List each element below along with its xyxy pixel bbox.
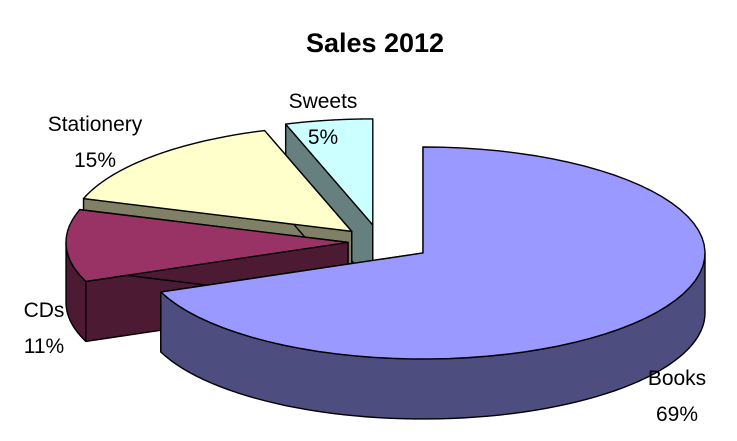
chart-title: Sales 2012 [306,28,444,58]
label-stationery: Stationery 15% [48,113,143,172]
slice-cds-top [65,208,349,283]
slice-value-books: 69% [656,403,698,426]
label-books: Books 69% [648,367,706,426]
slice-label-cds: CDs [24,299,65,322]
slice-labels: Books 69% CDs 11% Stationery 15% Sweets 5% [24,90,707,426]
slice-stationery-top [82,129,353,233]
pie-slices [65,118,706,420]
slice-label-sweets: Sweets [289,90,358,113]
slice-value-sweets: 5% [308,126,338,149]
slice-books [160,146,706,420]
slice-sweets-top [284,118,374,226]
slice-books-top [160,146,706,360]
slice-label-books: Books [648,367,706,390]
label-cds: CDs 11% [24,299,65,358]
slice-value-cds: 11% [24,335,64,358]
slice-label-stationery: Stationery [48,113,143,136]
label-sweets: Sweets 5% [289,90,358,149]
slice-value-stationery: 15% [74,149,116,172]
